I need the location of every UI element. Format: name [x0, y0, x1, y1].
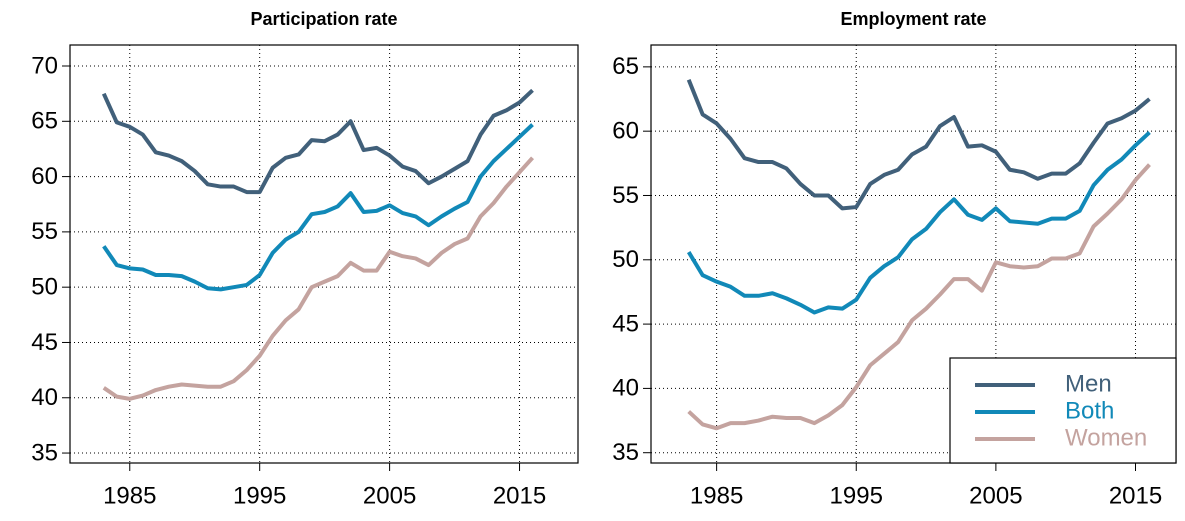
y-tick-label: 60 [31, 163, 58, 190]
x-tick-label: 2005 [969, 482, 1022, 509]
chart-title: Participation rate [250, 9, 397, 29]
x-tick-label: 2015 [1109, 482, 1162, 509]
y-tick-label: 55 [31, 218, 58, 245]
y-tick-label: 40 [31, 384, 58, 411]
y-tick-label: 45 [612, 310, 639, 337]
y-tick-label: 60 [612, 118, 639, 145]
x-tick-label: 2005 [363, 482, 416, 509]
series-line [687, 163, 1151, 431]
series-line [102, 156, 535, 401]
legend-label: Men [1065, 370, 1112, 397]
y-tick-label: 65 [612, 53, 639, 80]
chart-title: Employment rate [840, 9, 986, 29]
y-tick-label: 65 [31, 108, 58, 135]
x-tick-label: 1995 [830, 482, 883, 509]
series-line [686, 130, 1151, 315]
series-line [102, 123, 534, 292]
x-tick-label: 1985 [103, 482, 156, 509]
plot-frame [69, 44, 579, 464]
y-tick-label: 40 [612, 375, 639, 402]
legend-label: Both [1065, 397, 1114, 424]
y-tick-label: 55 [612, 182, 639, 209]
y-tick-label: 45 [31, 329, 58, 356]
x-tick-label: 1995 [233, 482, 286, 509]
y-tick-label: 50 [612, 246, 639, 273]
y-tick-label: 50 [31, 274, 58, 301]
y-tick-label: 35 [612, 439, 639, 466]
x-tick-label: 1985 [690, 482, 743, 509]
x-tick-label: 2015 [493, 482, 546, 509]
y-tick-label: 70 [31, 52, 58, 79]
panel: Employment rate 35 40 45 50 55 60 65 1985 1995 200… [612, 9, 1177, 509]
panel: Participation rate 35 40 45 50 55 60 65 70 1985 19… [31, 9, 579, 509]
series-line [101, 88, 534, 195]
series-line [686, 78, 1151, 211]
plot-frame [650, 44, 1177, 464]
y-tick-label: 35 [31, 439, 58, 466]
legend-label: Women [1065, 424, 1147, 451]
